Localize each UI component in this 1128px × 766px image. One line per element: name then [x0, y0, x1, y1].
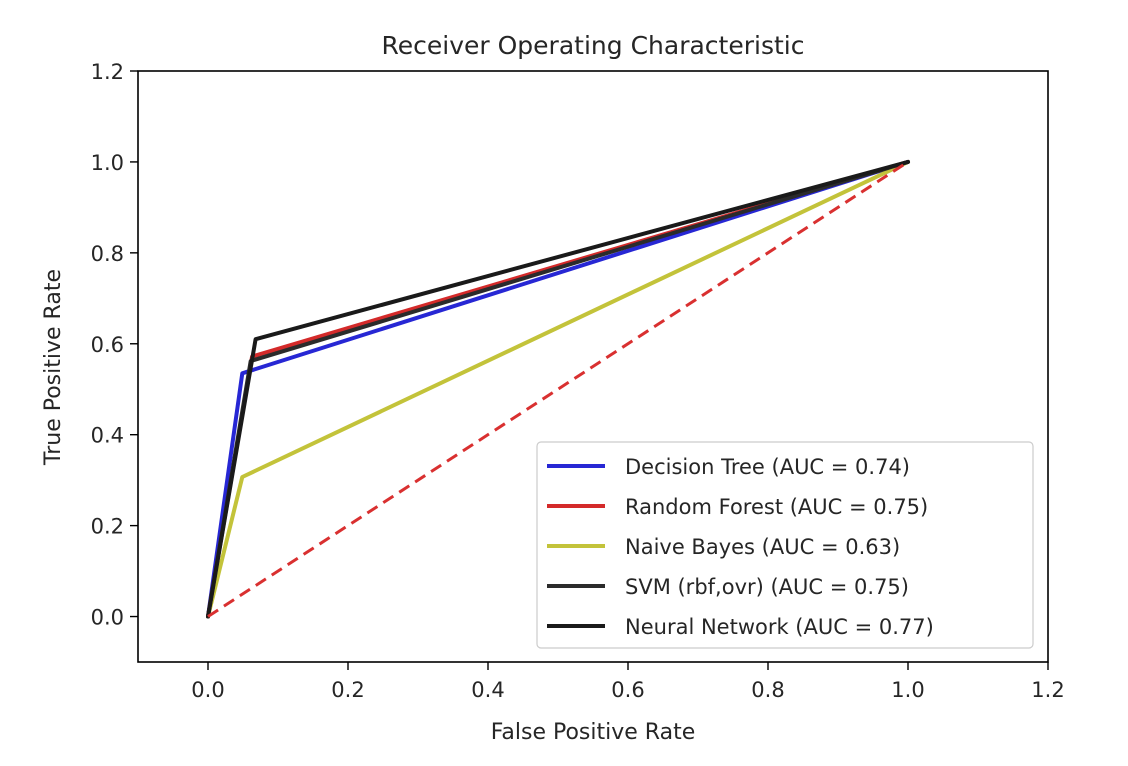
x-axis-label: False Positive Rate — [491, 720, 695, 745]
diagonal-reference-line — [207, 160, 909, 618]
legend: Decision Tree (AUC = 0.74) Random Forest … — [536, 441, 1034, 649]
legend-label: Random Forest (AUC = 0.75) — [625, 495, 928, 519]
y-axis-ticks: 0.0 0.2 0.4 0.6 0.8 1.0 1.2 — [91, 60, 138, 630]
legend-box — [536, 441, 1034, 649]
x-tick-label: 1.0 — [891, 678, 924, 702]
y-tick-label: 0.8 — [91, 242, 124, 266]
x-axis-ticks: 0.0 0.2 0.4 0.6 0.8 1.0 1.2 — [191, 662, 1065, 702]
x-tick-label: 0.8 — [751, 678, 784, 702]
y-tick-label: 0.0 — [91, 606, 124, 630]
x-tick-label: 0.4 — [471, 678, 504, 702]
chart-title: Receiver Operating Characteristic — [382, 31, 805, 60]
x-tick-label: 0.2 — [331, 678, 364, 702]
legend-label: SVM (rbf,ovr) (AUC = 0.75) — [625, 575, 909, 599]
y-tick-label: 1.2 — [91, 60, 124, 84]
legend-label: Decision Tree (AUC = 0.74) — [625, 455, 910, 479]
x-tick-label: 0.6 — [611, 678, 644, 702]
y-tick-label: 0.6 — [91, 333, 124, 357]
plot-lines — [206, 159, 910, 619]
legend-label: Neural Network (AUC = 0.77) — [625, 615, 934, 639]
x-tick-label: 0.0 — [191, 678, 224, 702]
y-tick-label: 1.0 — [91, 151, 124, 175]
series-line-2 — [206, 159, 910, 619]
series-line-0 — [206, 159, 910, 619]
axes-frame — [137, 70, 1049, 663]
x-tick-label: 1.2 — [1031, 678, 1064, 702]
legend-items: Decision Tree (AUC = 0.74) Random Forest … — [547, 455, 934, 639]
series-line-4 — [206, 159, 910, 619]
y-tick-label: 0.2 — [91, 515, 124, 539]
legend-label: Naive Bayes (AUC = 0.63) — [625, 535, 900, 559]
y-tick-label: 0.4 — [91, 424, 124, 448]
y-axis-label: True Positive Rate — [41, 269, 66, 466]
